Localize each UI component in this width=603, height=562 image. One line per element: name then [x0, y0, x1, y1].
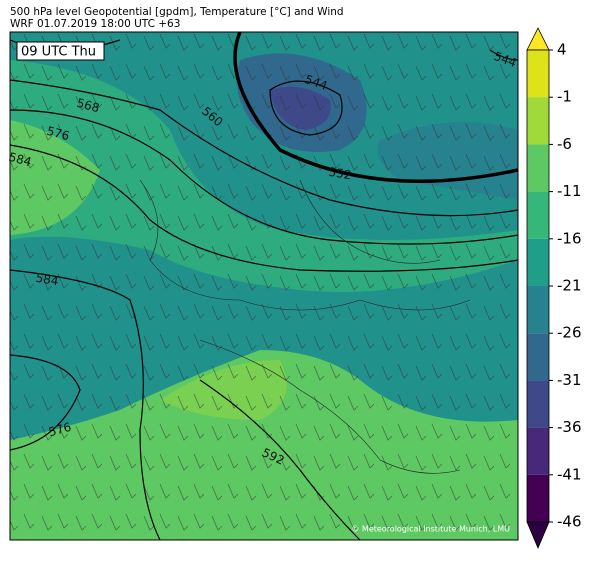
colorbar-tick-label: 4 [557, 41, 567, 59]
wind-barbs [10, 32, 518, 540]
time-label: 09 UTC Thu [21, 45, 96, 60]
colorbar-band [527, 144, 549, 192]
time-label-box [16, 41, 105, 61]
map-frame [9, 31, 519, 541]
title: 500 hPa level Geopotential [gpdm], Tempe… [10, 6, 344, 18]
colorbar-tick-label: -41 [557, 465, 582, 483]
colorbar-tick-label: -46 [557, 513, 582, 531]
colorbar-band [527, 380, 549, 428]
contour-label: 584 [7, 150, 33, 169]
subtitle: WRF 01.07.2019 18:00 UTC +63 [10, 18, 180, 30]
colorbar-tick-label: -21 [557, 277, 582, 295]
contour-label: 568 [75, 96, 101, 115]
map-area [10, 32, 518, 540]
colorbar-tick-label: -26 [557, 324, 582, 342]
colorbar-tick-label: -11 [557, 182, 582, 200]
colorbar-tick-label: -6 [557, 135, 572, 153]
contour-label: 584 [35, 271, 60, 289]
credit: © Meteorological Institute Munich, LMU [351, 525, 510, 534]
colorbar-tick-label: -1 [557, 88, 572, 106]
contour-label: 552 [328, 165, 353, 183]
contours [10, 32, 518, 540]
colorbar: 4 -1 -6 -11 -16 -21 -26 -31 -36 -41 -46 [526, 27, 582, 550]
colorbar-over [526, 27, 550, 51]
colorbar-band [527, 427, 549, 475]
colorbar-band [527, 50, 549, 98]
colorbar-band [527, 286, 549, 334]
colorbar-under [526, 521, 550, 550]
contour-label: 576 [47, 420, 73, 439]
coastlines [139, 179, 471, 474]
colorbar-tick-label: -36 [557, 418, 582, 436]
colorbar-band [527, 238, 549, 286]
colorbar-tick-label: -31 [557, 371, 582, 389]
colorbar-band [527, 191, 549, 239]
contour-label: 576 [45, 124, 71, 143]
colorbar-tick-label: -16 [557, 229, 582, 247]
colorbar-band [527, 97, 549, 145]
colorbar-band [527, 474, 549, 522]
colorbar-band [527, 333, 549, 381]
